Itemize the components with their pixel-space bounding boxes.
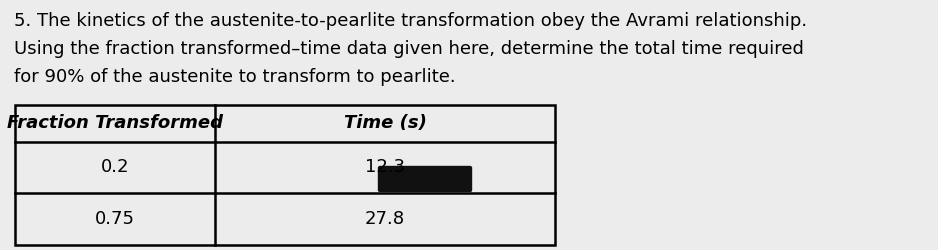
- Text: 0.2: 0.2: [100, 158, 129, 176]
- Text: 0.75: 0.75: [95, 210, 135, 228]
- Text: Fraction Transformed: Fraction Transformed: [7, 114, 223, 132]
- Text: 27.8: 27.8: [365, 210, 405, 228]
- Text: 5. The kinetics of the austenite-to-pearlite transformation obey the Avrami rela: 5. The kinetics of the austenite-to-pear…: [14, 12, 807, 30]
- Bar: [15, 105, 555, 245]
- Text: for 90% of the austenite to transform to pearlite.: for 90% of the austenite to transform to…: [14, 68, 456, 86]
- Text: Using the fraction transformed–time data given here, determine the total time re: Using the fraction transformed–time data…: [14, 40, 804, 58]
- FancyBboxPatch shape: [379, 166, 472, 192]
- Text: Time (s): Time (s): [343, 114, 427, 132]
- Text: 12.3: 12.3: [365, 158, 405, 176]
